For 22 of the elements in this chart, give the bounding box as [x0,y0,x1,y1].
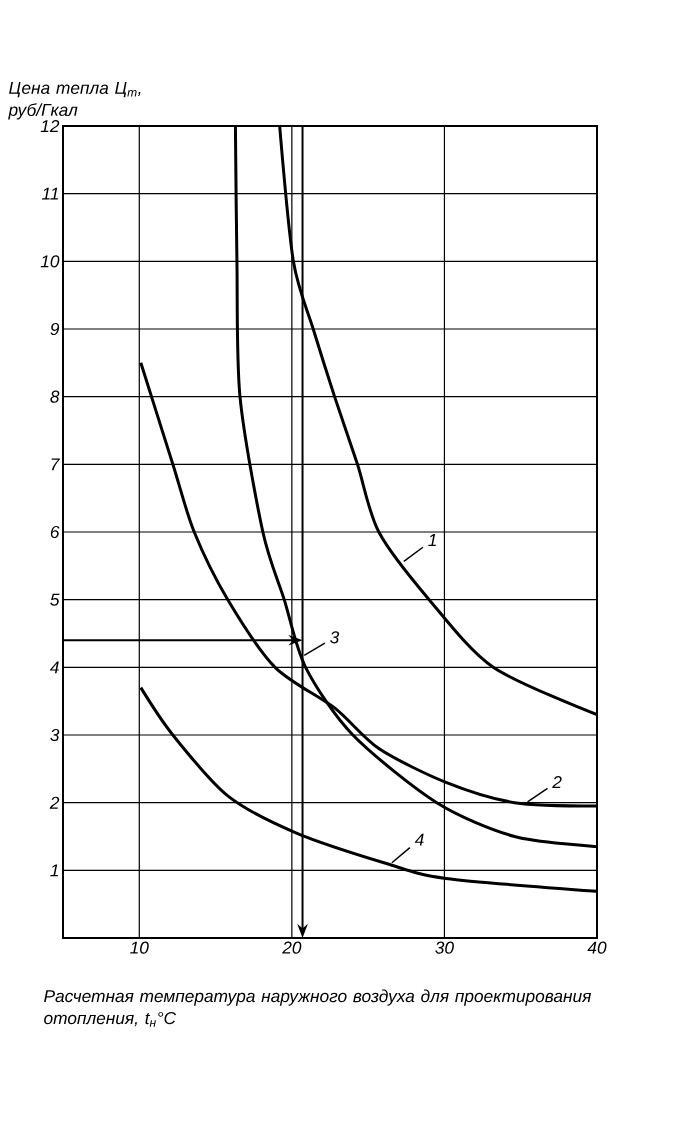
x-tick-label: 20 [282,941,302,954]
y-tick-label: 7 [51,458,60,471]
y-tick-label: 3 [50,728,60,742]
x-axis-title: Расчетная температура наружного воздуха для проектирования отопления, t$_{н}$°C [44,989,592,1027]
y-tick-label: 12 [40,119,60,133]
y-tick-label: 6 [50,525,60,539]
y-tick-label: 1 [50,864,59,877]
series-label: 2 [552,775,562,789]
x-tick-label: 10 [130,941,149,954]
y-tick-label: 4 [49,661,59,674]
x-tick-label: 30 [435,941,454,954]
series-label: 1 [428,534,436,546]
legend-label: 3 [330,631,340,644]
y-tick-label: 8 [50,390,60,403]
series-label: 4 [414,833,424,846]
x-tick-label: 40 [587,941,607,954]
y-tick-label: 9 [50,322,60,336]
y-tick-label: 5 [50,593,60,606]
y-tick-label: 11 [41,187,59,200]
y-tick-label: 10 [40,255,60,268]
text: Цена тепла Ц$_{т}$, руб/Гкал [8,81,141,120]
y-tick-label: 2 [49,796,60,809]
